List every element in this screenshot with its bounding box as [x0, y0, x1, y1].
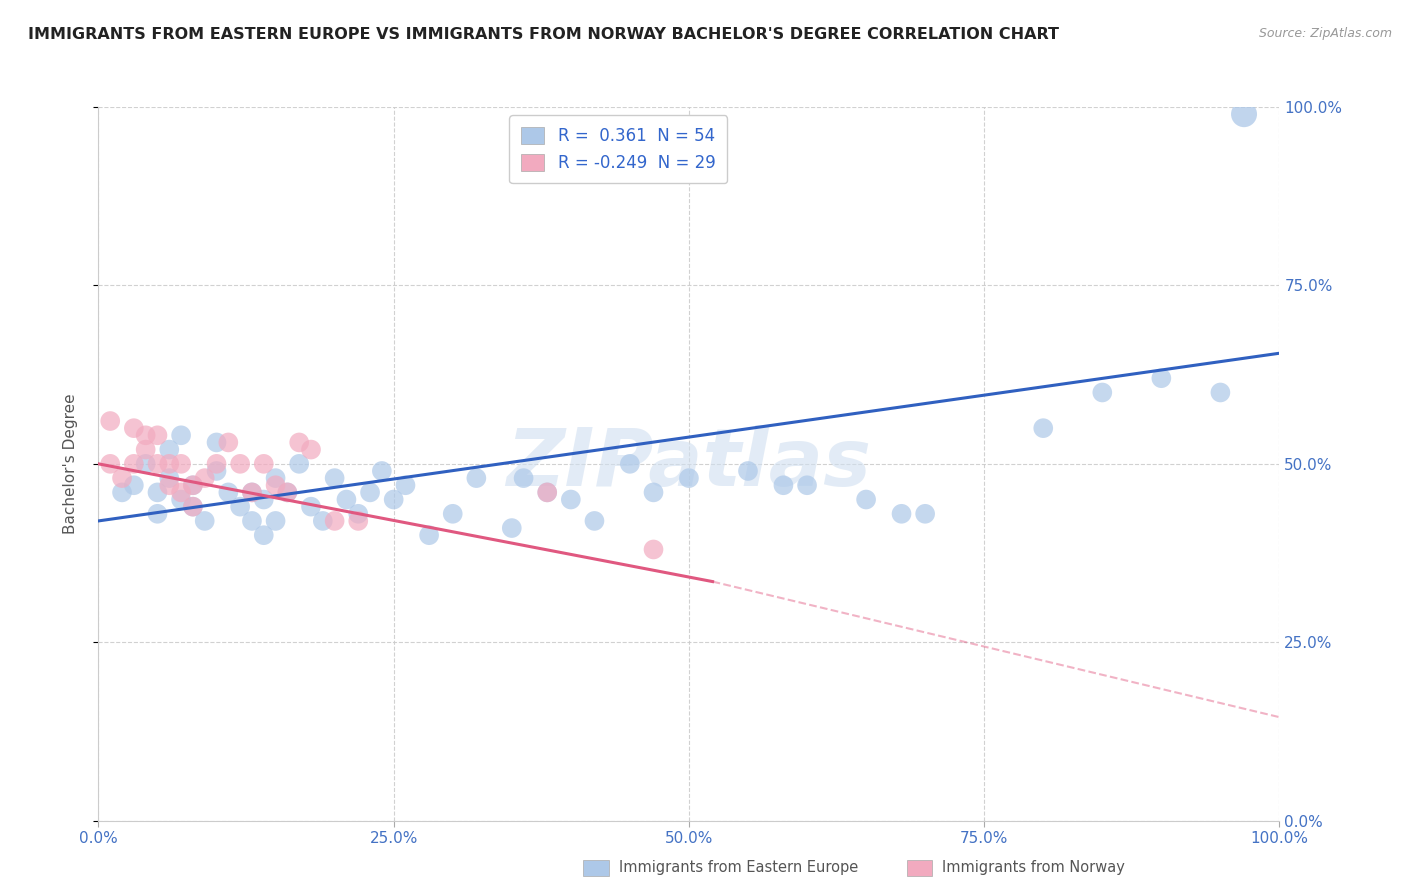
- Point: [796, 478, 818, 492]
- Point: [253, 528, 276, 542]
- Point: [157, 478, 180, 492]
- Point: [170, 428, 193, 442]
- Point: [501, 521, 523, 535]
- Point: [98, 457, 121, 471]
- Point: [678, 471, 700, 485]
- Point: [157, 442, 180, 457]
- Point: [536, 485, 558, 500]
- Point: [643, 542, 665, 557]
- Point: [146, 428, 169, 442]
- Point: [441, 507, 464, 521]
- Point: [855, 492, 877, 507]
- Point: [560, 492, 582, 507]
- Point: [122, 478, 145, 492]
- Point: [418, 528, 440, 542]
- Point: [1209, 385, 1232, 400]
- Point: [135, 428, 157, 442]
- Point: [1233, 107, 1256, 121]
- Point: [312, 514, 335, 528]
- Text: Immigrants from Norway: Immigrants from Norway: [942, 861, 1125, 875]
- Text: IMMIGRANTS FROM EASTERN EUROPE VS IMMIGRANTS FROM NORWAY BACHELOR'S DEGREE CORRE: IMMIGRANTS FROM EASTERN EUROPE VS IMMIGR…: [28, 27, 1059, 42]
- Point: [205, 457, 228, 471]
- Point: [253, 492, 276, 507]
- Point: [240, 485, 263, 500]
- Point: [536, 485, 558, 500]
- Point: [229, 500, 252, 514]
- Text: Source: ZipAtlas.com: Source: ZipAtlas.com: [1258, 27, 1392, 40]
- Point: [347, 514, 370, 528]
- Point: [299, 500, 322, 514]
- Point: [1032, 421, 1054, 435]
- Point: [382, 492, 405, 507]
- Point: [135, 442, 157, 457]
- Point: [194, 471, 217, 485]
- Point: [240, 514, 263, 528]
- Point: [264, 514, 287, 528]
- Point: [264, 478, 287, 492]
- Point: [181, 500, 204, 514]
- Point: [512, 471, 534, 485]
- Point: [323, 514, 346, 528]
- Point: [181, 500, 204, 514]
- Point: [229, 457, 252, 471]
- Point: [276, 485, 298, 500]
- Point: [170, 457, 193, 471]
- Y-axis label: Bachelor's Degree: Bachelor's Degree: [63, 393, 77, 534]
- Point: [1150, 371, 1173, 385]
- Point: [98, 414, 121, 428]
- Point: [264, 471, 287, 485]
- Point: [205, 435, 228, 450]
- Point: [276, 485, 298, 500]
- Point: [288, 457, 311, 471]
- Point: [772, 478, 794, 492]
- Legend: R =  0.361  N = 54, R = -0.249  N = 29: R = 0.361 N = 54, R = -0.249 N = 29: [509, 115, 727, 184]
- Point: [288, 435, 311, 450]
- Point: [146, 457, 169, 471]
- Point: [394, 478, 416, 492]
- Point: [335, 492, 357, 507]
- Point: [737, 464, 759, 478]
- Text: ZIPatlas: ZIPatlas: [506, 425, 872, 503]
- Point: [194, 514, 217, 528]
- Point: [914, 507, 936, 521]
- Point: [323, 471, 346, 485]
- Point: [359, 485, 381, 500]
- Text: Immigrants from Eastern Europe: Immigrants from Eastern Europe: [619, 861, 858, 875]
- Point: [170, 485, 193, 500]
- Point: [146, 485, 169, 500]
- Point: [240, 485, 263, 500]
- Point: [181, 478, 204, 492]
- Point: [122, 421, 145, 435]
- Point: [890, 507, 912, 521]
- Point: [1091, 385, 1114, 400]
- Point: [347, 507, 370, 521]
- Point: [619, 457, 641, 471]
- Point: [157, 471, 180, 485]
- Point: [205, 464, 228, 478]
- Point: [465, 471, 488, 485]
- Point: [181, 478, 204, 492]
- Point: [111, 485, 134, 500]
- Point: [217, 435, 239, 450]
- Point: [146, 507, 169, 521]
- Point: [583, 514, 606, 528]
- Point: [135, 457, 157, 471]
- Point: [643, 485, 665, 500]
- Point: [253, 457, 276, 471]
- Point: [170, 492, 193, 507]
- Point: [157, 457, 180, 471]
- Point: [111, 471, 134, 485]
- Point: [371, 464, 394, 478]
- Point: [299, 442, 322, 457]
- Point: [217, 485, 239, 500]
- Point: [122, 457, 145, 471]
